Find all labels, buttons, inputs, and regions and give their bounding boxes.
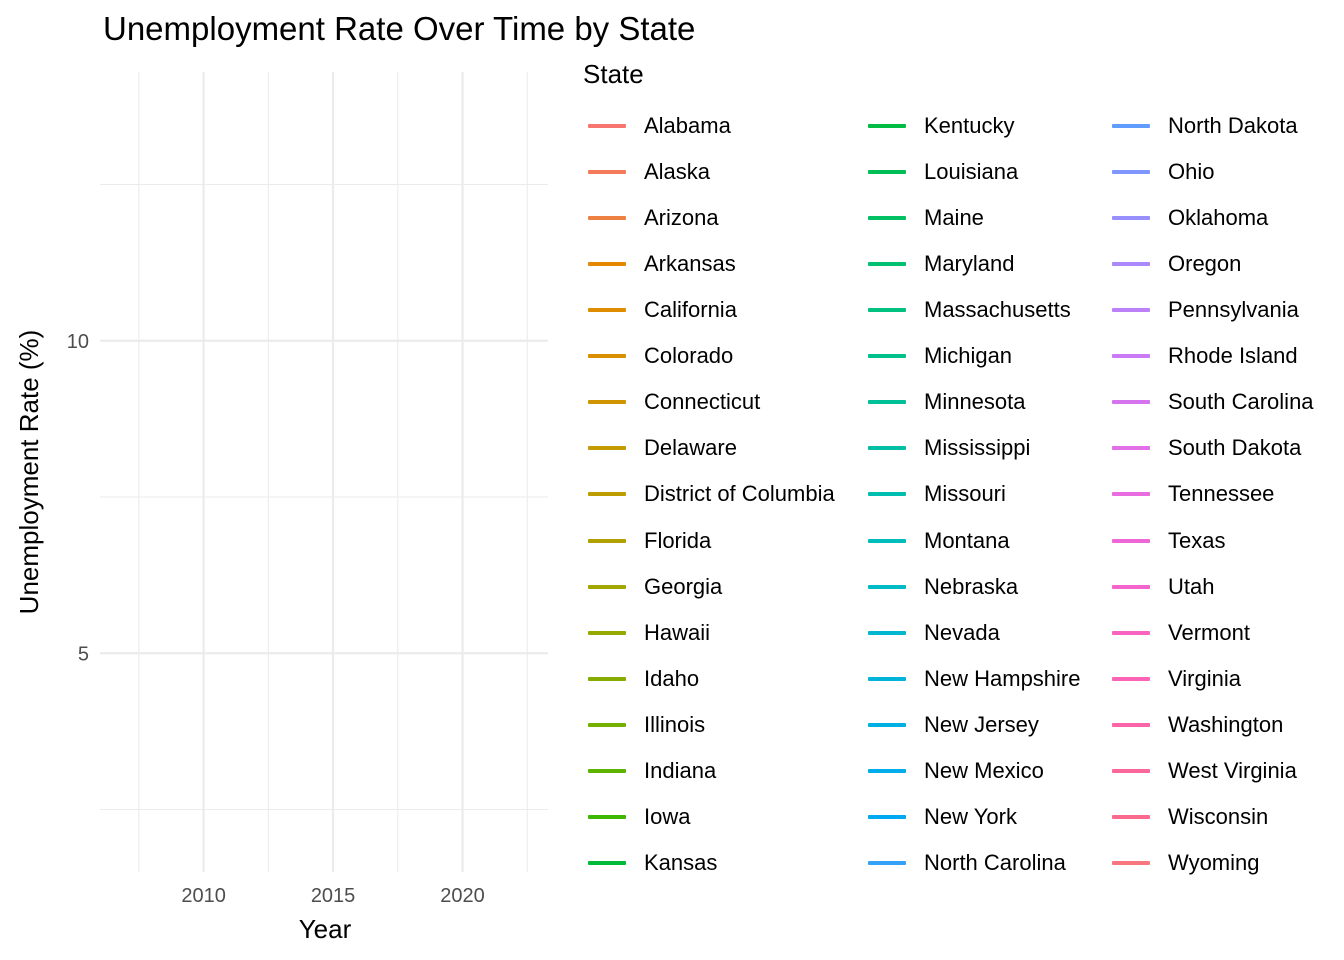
chart-title: Unemployment Rate Over Time by State xyxy=(103,10,696,47)
y-tick-label: 5 xyxy=(78,643,89,665)
x-tick-label: 2015 xyxy=(311,885,356,907)
grid-major xyxy=(100,72,548,872)
x-tick-label: 2020 xyxy=(440,885,485,907)
y-axis-label: Unemployment Rate (%) xyxy=(14,330,44,615)
grid-minor xyxy=(100,72,548,872)
x-axis-ticks: 2010 2015 2020 xyxy=(181,885,484,907)
y-axis-ticks: 5 10 xyxy=(67,331,89,666)
x-tick-label: 2010 xyxy=(181,885,226,907)
y-tick-label: 10 xyxy=(67,331,89,353)
x-axis-label: Year xyxy=(299,914,352,944)
